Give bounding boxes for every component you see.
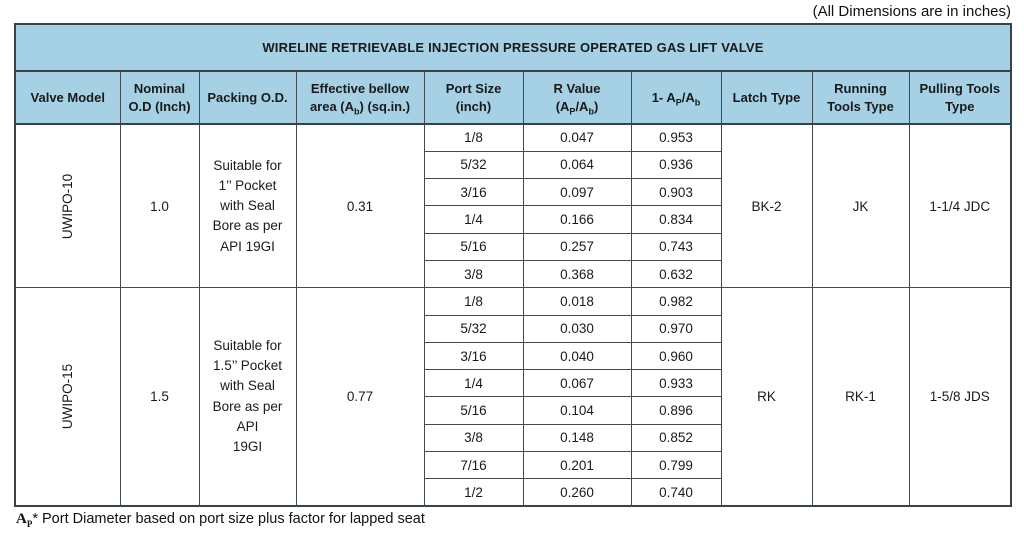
valve-model-vertical-label: UWIPO-15	[60, 364, 76, 430]
r-value-cell: 0.040	[522, 341, 632, 371]
one-minus-cell: 0.896	[630, 396, 722, 425]
port-size-cell: 5/16	[423, 396, 524, 425]
subscript-p: P	[26, 519, 33, 529]
port-size-cell: 3/8	[423, 259, 524, 289]
header-packing-od: Packing O.D.	[198, 70, 297, 125]
one-minus-cell: 0.799	[630, 451, 722, 480]
bellow-area-cell: 0.31	[295, 123, 425, 289]
port-size-cell: 7/16	[423, 451, 524, 480]
table-title-row: WIRELINE RETRIEVABLE INJECTION PRESSURE …	[14, 23, 1012, 72]
one-minus-cell: 0.743	[630, 232, 722, 261]
table-row: 3/8 0.368 0.632	[15, 259, 1011, 289]
nominal-od-cell: 1.5	[119, 287, 200, 507]
port-size-cell: 5/32	[423, 314, 524, 343]
header-running-tools: Running Tools Type	[811, 70, 910, 125]
running-tools-cell: JK	[811, 123, 910, 289]
ap-symbol: AP	[16, 511, 33, 529]
table-row: 7/16 0.201 0.799	[15, 451, 1011, 480]
one-minus-cell: 0.936	[630, 150, 722, 180]
header-nominal-od: Nominal O.D (Inch)	[119, 70, 200, 125]
one-minus-cell: 0.960	[630, 341, 722, 371]
port-size-cell: 3/16	[423, 178, 524, 207]
packing-od-cell: Suitable for 1’’ Pocket with Seal Bore a…	[198, 123, 297, 289]
latch-type-cell: RK	[720, 287, 813, 507]
one-minus-cell: 0.953	[630, 123, 722, 152]
latch-type-cell: BK-2	[720, 123, 813, 289]
header-r-value: R Value (AP/Ab)	[522, 70, 632, 125]
valve-model-vertical-label: UWIPO-10	[60, 173, 76, 239]
running-tools-cell: RK-1	[811, 287, 910, 507]
port-size-cell: 1/4	[423, 369, 524, 398]
r-value-cell: 0.067	[522, 369, 632, 398]
pulling-tools-cell: 1-5/8 JDS	[908, 287, 1012, 507]
header-port-size: Port Size (inch)	[423, 70, 524, 125]
subscript-b: b	[354, 106, 360, 117]
header-bellow-area: Effective bellow area (Ab) (sq.in.)	[295, 70, 425, 125]
table-row: 5/32 0.030 0.970	[15, 314, 1011, 343]
r-value-cell: 0.047	[522, 123, 632, 152]
table-row: 1/2 0.260 0.740	[15, 478, 1011, 507]
one-minus-cell: 0.632	[630, 259, 722, 289]
subscript-b: b	[694, 97, 701, 108]
one-minus-cell: 0.982	[630, 287, 722, 316]
packing-od-cell: Suitable for 1.5’’ Pocket with Seal Bore…	[198, 287, 297, 507]
valve-model-cell: UWIPO-15	[14, 287, 121, 507]
table-row: 3/8 0.148 0.852	[15, 423, 1011, 453]
gas-lift-valve-table: WIRELINE RETRIEVABLE INJECTION PRESSURE …	[14, 23, 1013, 508]
one-minus-cell: 0.970	[630, 314, 722, 343]
one-minus-cell: 0.903	[630, 178, 722, 207]
subscript-b: b	[588, 106, 594, 117]
dimensions-note: (All Dimensions are in inches)	[812, 3, 1011, 20]
r-value-cell: 0.097	[522, 178, 632, 207]
table-row: 1/4 0.067 0.933	[15, 369, 1011, 398]
table-header-row: Valve Model Nominal O.D (Inch) Packing O…	[14, 70, 1012, 125]
footnote: AP* Port Diameter based on port size plu…	[16, 511, 425, 529]
pulling-tools-cell: 1-1/4 JDC	[908, 123, 1012, 289]
subscript-p: P	[675, 97, 682, 108]
subscript-p: P	[569, 106, 576, 117]
header-latch-type: Latch Type	[720, 70, 813, 125]
header-one-minus-ratio: 1- AP/Ab	[630, 70, 722, 125]
table-row: 1/4 0.166 0.834	[15, 205, 1011, 234]
r-value-cell: 0.018	[522, 287, 632, 316]
port-size-cell: 3/16	[423, 341, 524, 371]
table-row: 5/32 0.064 0.936	[15, 150, 1011, 180]
port-size-cell: 1/4	[423, 205, 524, 234]
port-size-cell: 1/8	[423, 287, 524, 316]
port-size-cell: 3/8	[423, 423, 524, 453]
valve-model-cell: UWIPO-10	[14, 123, 121, 289]
table-row: 3/16 0.097 0.903	[15, 178, 1011, 207]
table-row: 3/16 0.040 0.960	[15, 341, 1011, 371]
one-minus-cell: 0.852	[630, 423, 722, 453]
r-value-cell: 0.030	[522, 314, 632, 343]
r-value-cell: 0.368	[522, 259, 632, 289]
port-size-cell: 1/2	[423, 478, 524, 507]
bellow-area-cell: 0.77	[295, 287, 425, 507]
table-title: WIRELINE RETRIEVABLE INJECTION PRESSURE …	[14, 23, 1012, 72]
port-size-cell: 1/8	[423, 123, 524, 152]
port-size-cell: 5/32	[423, 150, 524, 180]
one-minus-cell: 0.933	[630, 369, 722, 398]
r-value-cell: 0.257	[522, 232, 632, 261]
r-value-cell: 0.064	[522, 150, 632, 180]
r-value-cell: 0.104	[522, 396, 632, 425]
one-minus-cell: 0.740	[630, 478, 722, 507]
r-value-cell: 0.260	[522, 478, 632, 507]
r-value-cell: 0.148	[522, 423, 632, 453]
table-row: 5/16 0.104 0.896	[15, 396, 1011, 425]
one-minus-cell: 0.834	[630, 205, 722, 234]
header-valve-model: Valve Model	[14, 70, 121, 125]
footnote-text: * Port Diameter based on port size plus …	[32, 511, 425, 527]
table-row: 5/16 0.257 0.743	[15, 232, 1011, 261]
r-value-cell: 0.166	[522, 205, 632, 234]
nominal-od-cell: 1.0	[119, 123, 200, 289]
port-size-cell: 5/16	[423, 232, 524, 261]
header-pulling-tools: Pulling Tools Type	[908, 70, 1012, 125]
r-value-cell: 0.201	[522, 451, 632, 480]
table-row: UWIPO-10 1.0 Suitable for 1’’ Pocket wit…	[14, 123, 1012, 289]
table-row: UWIPO-15 1.5 Suitable for 1.5’’ Pocket w…	[14, 287, 1012, 507]
